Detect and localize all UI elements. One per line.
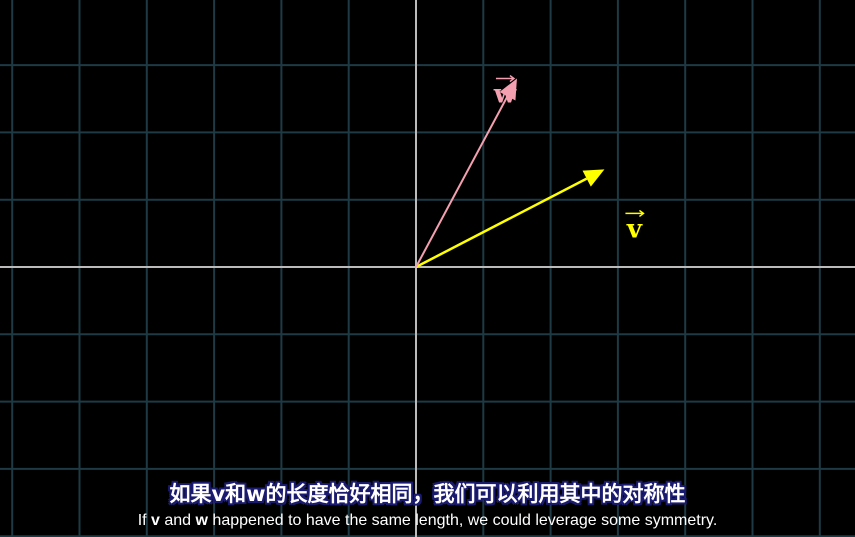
vector-w-label-arrow-icon [509,74,516,83]
subtitle-english: If v and w happened to have the same len… [0,512,855,530]
subtitle-part: and [159,512,196,529]
subtitle-w: w [195,512,208,529]
vector-v-line [415,177,588,269]
vector-v-label-arrow-icon [638,209,645,218]
vector-w-label: w [493,80,517,110]
vector-v-label: v [626,214,643,244]
subtitle-v: v [151,512,160,529]
subtitle-part: happened to have the same length, we cou… [207,512,718,529]
vector-w-arrowhead [499,78,517,101]
vector-v-arrowhead [582,169,605,187]
subtitle-part: If [137,512,152,529]
subtitle-chinese: 如果v和w的长度恰好相同，我们可以利用其中的对称性 [169,482,686,506]
vector-w-line [415,95,509,268]
